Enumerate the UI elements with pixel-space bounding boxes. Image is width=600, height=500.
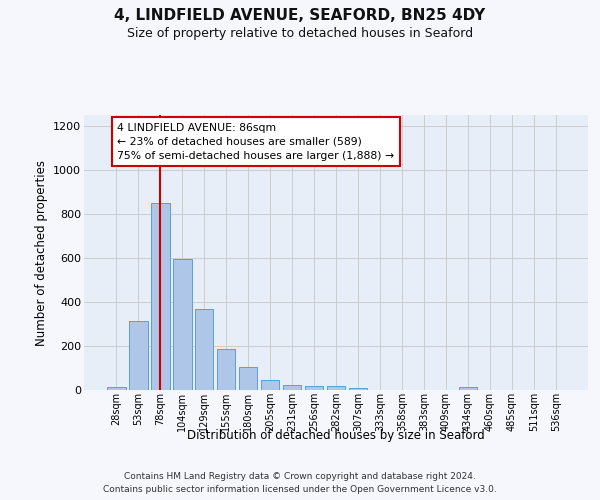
Bar [326,386,346,390]
Text: Size of property relative to detached houses in Seaford: Size of property relative to detached ho… [127,28,473,40]
Bar [173,259,191,390]
Bar [129,320,148,390]
Bar [305,386,323,390]
Bar [261,380,280,390]
Bar [217,350,235,390]
Bar [458,388,477,390]
Bar [239,367,257,390]
Y-axis label: Number of detached properties: Number of detached properties [35,160,47,346]
Bar [151,203,170,390]
Bar [107,386,125,390]
Text: Distribution of detached houses by size in Seaford: Distribution of detached houses by size … [187,430,485,442]
Text: Contains HM Land Registry data © Crown copyright and database right 2024.
Contai: Contains HM Land Registry data © Crown c… [103,472,497,494]
Text: 4 LINDFIELD AVENUE: 86sqm
← 23% of detached houses are smaller (589)
75% of semi: 4 LINDFIELD AVENUE: 86sqm ← 23% of detac… [118,122,394,160]
Bar [283,385,301,390]
Bar [195,308,214,390]
Text: 4, LINDFIELD AVENUE, SEAFORD, BN25 4DY: 4, LINDFIELD AVENUE, SEAFORD, BN25 4DY [115,8,485,22]
Bar [349,388,367,390]
